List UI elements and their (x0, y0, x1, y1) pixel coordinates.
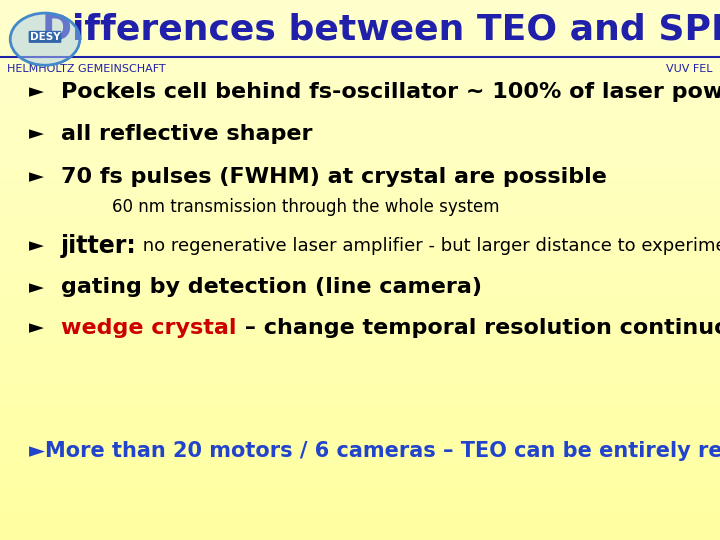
Text: ►More than 20 motors / 6 cameras – TEO can be entirely remote controlled: ►More than 20 motors / 6 cameras – TEO c… (29, 441, 720, 461)
Text: DESY: DESY (30, 32, 60, 42)
Bar (0, 135, 720, 144)
Text: ►: ► (29, 318, 44, 338)
Bar (0, 153, 720, 162)
Text: no regenerative laser amplifier - but larger distance to experiment: no regenerative laser amplifier - but la… (137, 237, 720, 255)
Bar (0, 216, 720, 225)
Text: ►: ► (29, 167, 44, 187)
Bar (0, 513, 720, 522)
Text: Pockels cell behind fs-oscillator ~ 100% of laser power available: Pockels cell behind fs-oscillator ~ 100%… (61, 82, 720, 102)
Bar (0, 108, 720, 117)
Bar (0, 522, 720, 531)
Bar (0, 117, 720, 126)
Bar (0, 468, 720, 477)
Bar (0, 297, 720, 306)
Bar (0, 450, 720, 459)
Bar (0, 351, 720, 360)
Bar (0, 423, 720, 432)
Text: Differences between TEO and SPPS: Differences between TEO and SPPS (42, 13, 720, 46)
Bar (0, 459, 720, 468)
Bar (0, 45, 720, 54)
Bar (0, 333, 720, 342)
Text: ►: ► (29, 236, 44, 255)
Bar (0, 369, 720, 378)
Bar (0, 198, 720, 207)
Bar (0, 189, 720, 198)
Bar (0, 288, 720, 297)
Text: – change temporal resolution continuously and online: – change temporal resolution continuousl… (237, 318, 720, 338)
Bar (0, 324, 720, 333)
Bar (0, 378, 720, 387)
Text: 60 nm transmission through the whole system: 60 nm transmission through the whole sys… (112, 198, 499, 216)
Bar (0, 36, 720, 45)
Bar (0, 342, 720, 351)
Text: gating by detection (line camera): gating by detection (line camera) (61, 277, 482, 298)
Circle shape (10, 13, 80, 65)
Text: ►: ► (29, 278, 44, 297)
Bar (0, 252, 720, 261)
Bar (0, 225, 720, 234)
Bar (0, 27, 720, 36)
Bar (0, 99, 720, 108)
Bar (0, 414, 720, 423)
Bar (0, 180, 720, 189)
Bar (0, 72, 720, 81)
Text: HELMHOLTZ GEMEINSCHAFT: HELMHOLTZ GEMEINSCHAFT (7, 64, 166, 74)
Text: ►: ► (29, 82, 44, 102)
Bar (0, 396, 720, 405)
Bar (0, 126, 720, 135)
Bar (0, 315, 720, 324)
Bar (0, 477, 720, 486)
Bar (0, 81, 720, 90)
Text: ►: ► (29, 124, 44, 144)
Bar (0, 495, 720, 504)
Bar (0, 405, 720, 414)
Bar (0, 54, 720, 63)
Bar (0, 261, 720, 270)
Bar (0, 243, 720, 252)
Bar (0, 504, 720, 513)
Bar (0, 486, 720, 495)
Text: jitter:: jitter: (61, 234, 137, 258)
Bar (0, 531, 720, 540)
Bar (0, 9, 720, 18)
Bar (0, 144, 720, 153)
Bar (0, 441, 720, 450)
Bar (0, 279, 720, 288)
Bar (0, 90, 720, 99)
Bar (0, 18, 720, 27)
Text: wedge crystal: wedge crystal (61, 318, 237, 338)
Bar (0, 432, 720, 441)
Bar (0, 387, 720, 396)
Bar (0, 162, 720, 171)
Bar (0, 234, 720, 243)
Bar (0, 0, 720, 9)
Bar (0, 270, 720, 279)
Bar (0, 360, 720, 369)
Text: VUV FEL: VUV FEL (666, 64, 713, 74)
Bar (0, 207, 720, 216)
Text: 70 fs pulses (FWHM) at crystal are possible: 70 fs pulses (FWHM) at crystal are possi… (61, 167, 607, 187)
Bar (0, 171, 720, 180)
Text: all reflective shaper: all reflective shaper (61, 124, 312, 144)
Bar (0, 306, 720, 315)
Bar (0, 63, 720, 72)
